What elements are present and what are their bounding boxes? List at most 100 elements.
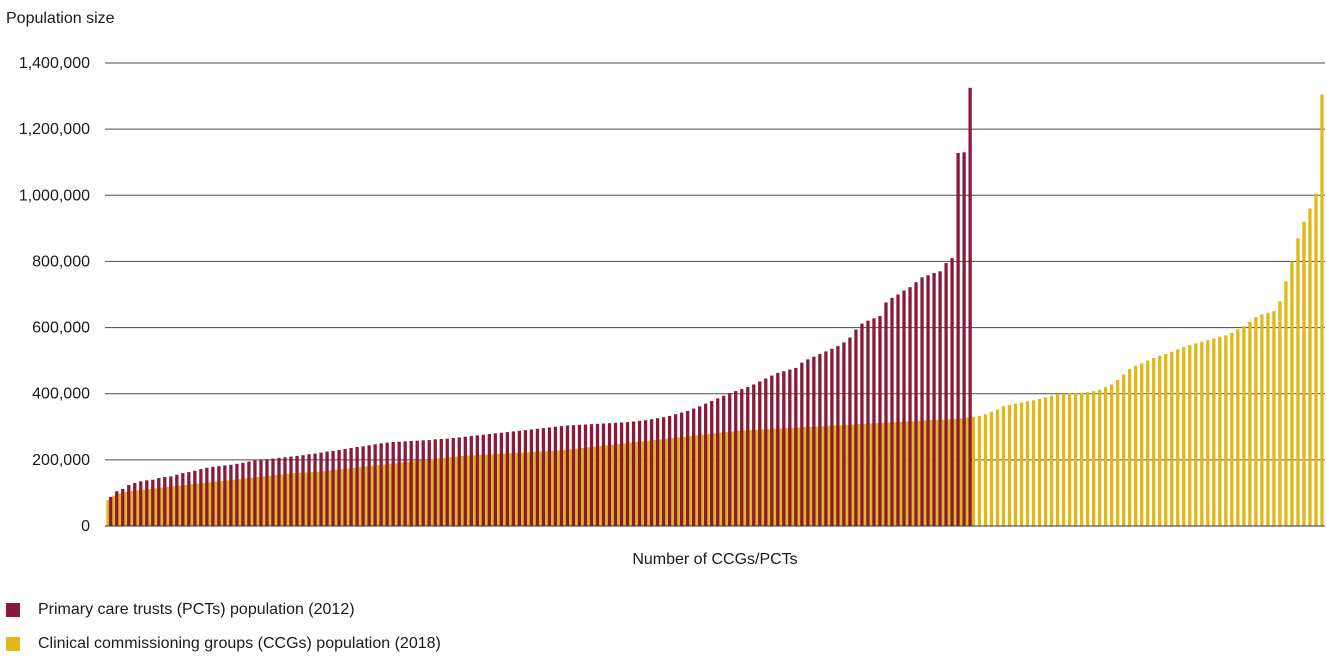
ccg-bar [803,427,807,526]
ccg-bar [695,435,699,526]
ccg-bar [184,484,188,526]
pct-bar [175,474,179,526]
ccg-bar [587,447,591,526]
pct-bar [968,87,972,527]
pct-bar [385,442,389,526]
pct-bar [271,458,275,526]
ccg-bar [1260,314,1264,526]
ccg-bar [484,454,489,526]
pct-bar [896,294,900,526]
ccg-bar [785,428,789,526]
ccg-bar [605,445,609,526]
pct-bar [331,450,335,526]
ccg-bar [1272,311,1276,526]
ccg-bar [142,489,146,526]
ccg-bar [472,455,477,526]
ccg-bar [388,463,393,526]
ccg-bar [466,455,471,526]
ccg-bar [953,418,958,526]
ccg-bar [851,424,855,526]
ccg-bar [737,430,741,526]
ccg-bar [749,430,753,526]
ccg-bar [581,447,585,526]
pct-bar [619,422,624,526]
pct-bar [758,381,762,526]
ccg-bar [490,454,495,526]
ccg-bar [214,481,218,526]
ccg-bar [995,409,1000,526]
ccg-bar [1188,345,1192,526]
pct-bar [127,484,131,526]
pct-bar [583,424,588,526]
ccg-bar [593,446,597,526]
ccg-bar [316,471,321,526]
ccg-bar [202,483,206,526]
y-tick-label: 1,000,000 [19,187,90,204]
ccg-bar [346,468,351,526]
ccg-bar [1025,401,1030,526]
ccg-bar [1049,395,1054,526]
y-axis-label: Population size [6,10,115,27]
ccg-bar [280,474,284,526]
pct-bar [541,428,546,526]
pct-bar [607,423,612,526]
ccg-bar [725,432,729,526]
ccg-bar [941,419,946,526]
pct-bar [379,443,383,526]
ccg-bar [1007,404,1012,526]
ccg-bar [292,473,296,526]
ccg-bar [947,419,952,526]
pct-bar [487,434,491,526]
ccg-bar [917,420,921,526]
ccg-bar [779,428,783,526]
pct-bar [908,287,912,526]
ccg-bar [1091,391,1096,526]
pct-bar [571,425,576,526]
ccg-bar [671,438,675,526]
y-tick-label: 600,000 [32,320,90,337]
legend-label-ccg: Clinical commissioning groups (CCGs) pop… [38,635,441,652]
ccg-bar [1110,384,1114,526]
ccg-bar [1242,325,1246,526]
gridlines [105,62,1325,461]
pct-bar [547,427,552,526]
ccg-bar [256,477,260,526]
ccg-bar [334,469,339,526]
pct-bar [247,461,251,526]
ccg-bar [1085,392,1090,526]
pct-bar [667,415,672,526]
ccg-bar [1128,368,1132,526]
legend-item-pct: Primary care trusts (PCTs) population (2… [6,601,355,619]
ccg-bar [370,465,375,526]
pct-bar [469,436,473,526]
ccg-bar [935,419,940,526]
ccg-bar [376,465,381,526]
pct-bar [746,387,750,526]
ccg-bar [887,422,891,526]
pct-bar [361,446,365,526]
pct-bar [926,275,930,526]
ccg-bar [1043,397,1048,526]
ccg-bar [1019,402,1024,526]
legend-label-pct: Primary care trusts (PCTs) population (2… [38,601,355,618]
pct-bar [277,457,281,526]
ccg-bar [442,457,447,526]
ccg-bar [286,473,290,526]
ccg-bar [863,423,867,526]
ccg-bar [220,481,224,526]
ccg-bar [496,453,501,526]
pct-bar [842,342,846,526]
ccg-bar [1140,363,1144,526]
ccg-bar [959,418,964,526]
pct-bar [343,448,347,526]
ccg-bar [418,460,423,526]
ccg-bar [400,462,405,526]
pct-bar [115,491,119,526]
pct-bar [391,442,395,526]
ccg-bar [521,452,525,526]
pct-bar [349,447,353,526]
ccg-bar [112,495,116,526]
pct-bar [241,462,245,526]
ccg-bar [322,471,327,526]
ccg-bar [557,450,561,526]
